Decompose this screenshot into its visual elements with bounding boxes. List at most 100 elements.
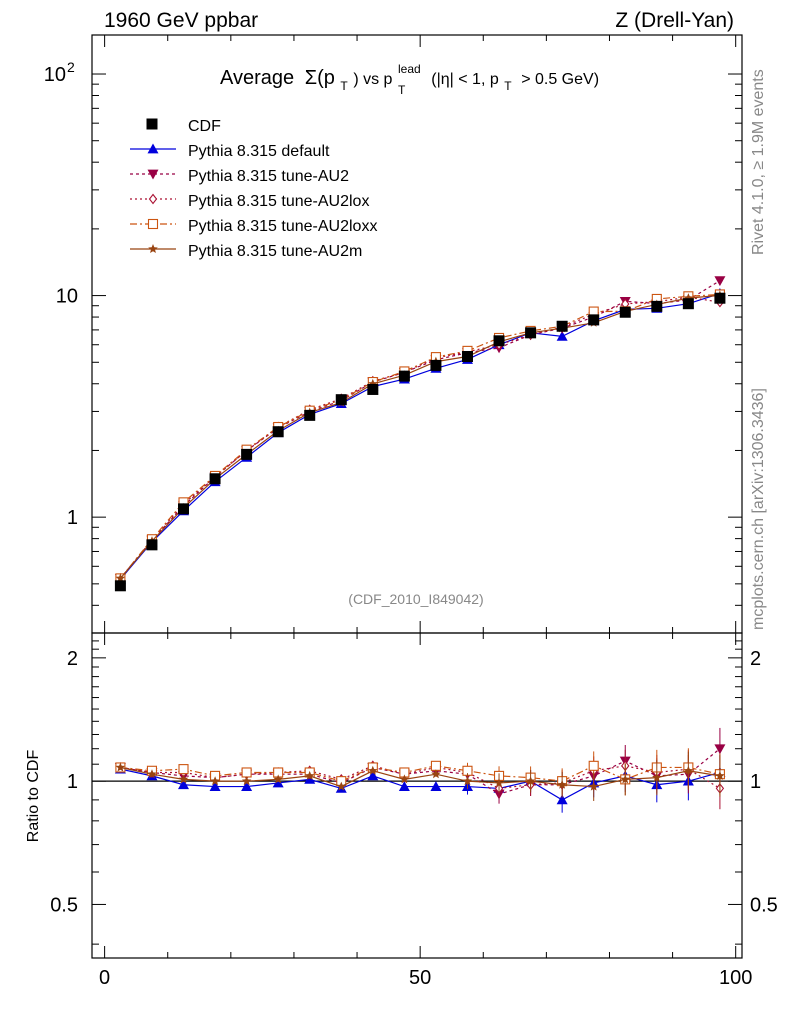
- ratio-point: [462, 776, 473, 786]
- series-point: [556, 330, 568, 341]
- ratio-point: [272, 777, 284, 788]
- title-sub-t-lead: T: [398, 83, 406, 97]
- ratio-point: [178, 764, 189, 775]
- plot-title: Average Σ(p T ) vs p lead (|η| < 1, p T …: [220, 56, 599, 95]
- header-collision-label: 1960 GeV ppbar: [104, 9, 258, 32]
- ratio-point: [178, 774, 189, 784]
- ratio-point: [209, 781, 221, 791]
- data-point: [493, 335, 505, 347]
- ratio-point: [273, 774, 283, 784]
- ratio-point: [525, 776, 536, 786]
- ratio-point: [588, 760, 599, 771]
- ratio-point: [588, 781, 599, 791]
- data-point: [430, 359, 442, 371]
- series-line-main: [119, 293, 720, 579]
- legend-marker: [147, 218, 159, 230]
- ratio-point: [398, 781, 410, 791]
- series-line-main: [119, 296, 721, 579]
- ratio-point: [241, 767, 252, 778]
- ratio-point: [399, 774, 410, 784]
- x-tick-label: 100: [719, 967, 752, 989]
- ratio-point: [494, 777, 504, 787]
- legend-label: Pythia 8.315 tune-AU2loxx: [188, 218, 377, 235]
- title-cuts-end: > 0.5 GeV): [521, 71, 599, 88]
- main-series-group: [114, 276, 726, 592]
- y-tick-label: 10: [56, 286, 78, 308]
- data-point: [714, 292, 726, 304]
- legend-marker: [148, 193, 158, 205]
- data-point: [619, 306, 631, 318]
- data-point: [398, 370, 410, 382]
- ratio-point: [714, 744, 726, 755]
- data-point: [209, 473, 221, 485]
- title-sigma: Σ(p: [305, 67, 335, 89]
- legend-marker: [147, 169, 159, 180]
- y-tick-label: 1: [67, 507, 78, 529]
- data-point: [525, 327, 537, 339]
- legend-label: Pythia 8.315 default: [188, 143, 330, 160]
- legend-marker: [148, 244, 158, 253]
- mcplots-label: mcplots.cern.ch [arXiv:1306.3436]: [750, 388, 767, 630]
- series-point: [714, 276, 726, 287]
- ratio-y-tick-label-right: 1: [750, 771, 761, 793]
- ratio-point: [178, 779, 190, 790]
- series-line-main: [119, 294, 720, 579]
- legend-label: Pythia 8.315 tune-AU2lox: [188, 193, 369, 210]
- ratio-point: [620, 774, 630, 784]
- ratio-point: [336, 781, 346, 791]
- ratio-y-tick-label-right: 0.5: [750, 894, 778, 916]
- title-sub-t2: T: [504, 79, 512, 93]
- header-process-label: Z (Drell-Yan): [615, 9, 734, 32]
- series-line-ratio: [120, 765, 721, 782]
- ratio-y-tick-label: 1: [67, 771, 78, 793]
- title-cuts: (|η| < 1, p: [431, 71, 499, 88]
- series-line-main: [119, 292, 721, 580]
- data-point: [335, 394, 347, 406]
- ratio-point: [556, 794, 568, 805]
- x-tick-label: 0: [99, 967, 110, 989]
- ratio-point: [683, 765, 694, 775]
- title-vs: ) vs p: [353, 71, 392, 88]
- legend-marker: [147, 143, 159, 154]
- data-point: [146, 539, 158, 551]
- data-point: [461, 350, 473, 362]
- ratio-point: [715, 770, 725, 780]
- ratio-point: [241, 781, 253, 791]
- ratio-y-tick-label: 2: [67, 648, 78, 670]
- ratio-y-tick-label: 0.5: [50, 894, 78, 916]
- ratio-point: [210, 776, 220, 786]
- data-point: [682, 298, 694, 310]
- legend-marker-data: [146, 118, 158, 130]
- series-line-ratio: [120, 765, 721, 790]
- ratio-point: [431, 769, 441, 779]
- ratio-point: [430, 760, 441, 771]
- data-point: [114, 580, 126, 592]
- legend-label: Pythia 8.315 tune-AU2m: [188, 243, 362, 260]
- title-sub-t1: T: [340, 79, 348, 93]
- ratio-point: [367, 770, 379, 781]
- ratio-point: [368, 765, 378, 775]
- data-point: [272, 426, 284, 438]
- legend: CDF Pythia 8.315 default Pythia 8.315 tune…: [130, 118, 377, 260]
- x-tick-label: 50: [409, 967, 431, 989]
- data-point: [241, 448, 253, 460]
- y-tick-label: 10: [44, 64, 66, 86]
- ratio-y-tick-label-right: 2: [750, 648, 761, 670]
- title-prefix: Average: [220, 67, 294, 89]
- series-line-ratio: [120, 766, 721, 788]
- ratio-point: [430, 781, 442, 791]
- ratio-point: [557, 779, 567, 789]
- ratio-plot-frame: [91, 632, 743, 959]
- series-line-ratio: [120, 748, 721, 795]
- data-point: [651, 300, 663, 312]
- legend-label: Pythia 8.315 tune-AU2: [188, 168, 349, 185]
- y-tick-label-exponent: 2: [67, 59, 75, 75]
- analysis-id-label: (CDF_2010_I849042): [348, 591, 483, 607]
- data-point: [556, 320, 568, 332]
- rivet-version-label: Rivet 4.1.0, ≥ 1.9M events: [750, 69, 767, 255]
- ratio-point: [147, 769, 157, 779]
- data-point: [178, 503, 190, 515]
- data-point: [304, 409, 316, 421]
